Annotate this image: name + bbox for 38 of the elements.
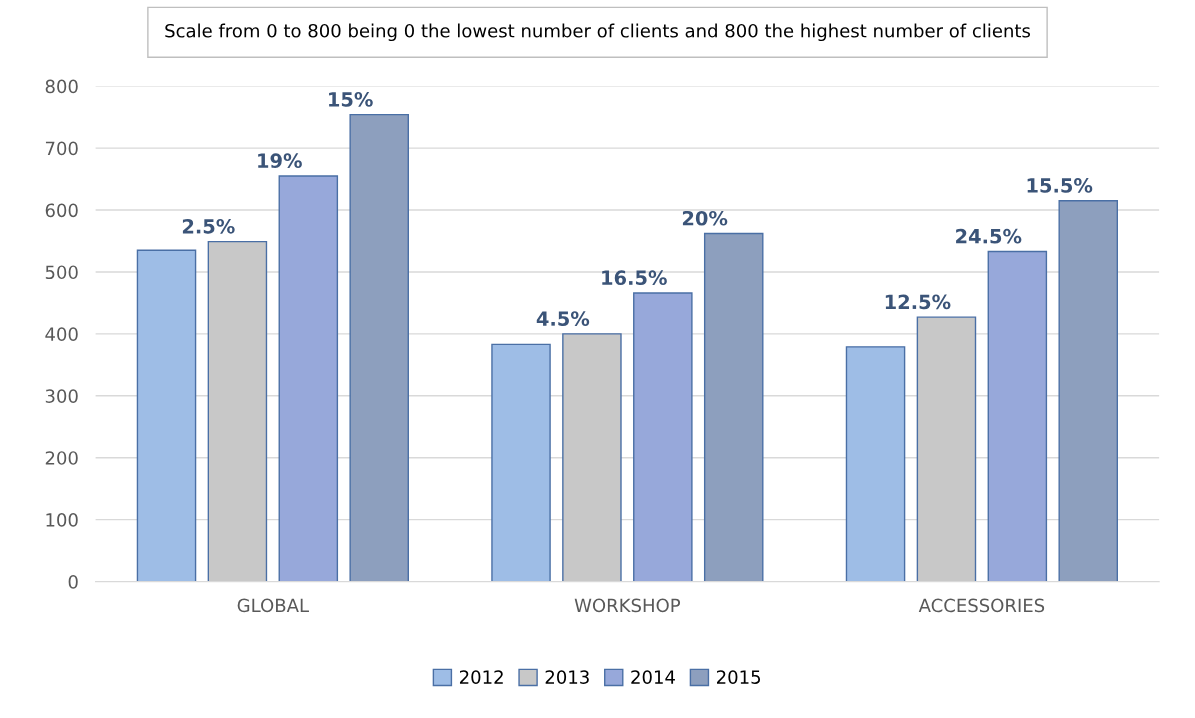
x-tick-label: ACCESSORIES: [918, 598, 1045, 613]
y-tick-label: 500: [45, 265, 78, 280]
y-tick-label: 800: [45, 79, 78, 94]
legend-label: 2013: [545, 670, 589, 684]
annotation: 2.5%: [182, 218, 235, 234]
y-tick-label: 200: [45, 451, 78, 465]
y-tick-label: 100: [46, 513, 78, 527]
bar: [207, 240, 268, 582]
annotation: 15.5%: [1027, 178, 1093, 193]
y-tick-label: 300: [45, 389, 78, 403]
annotation: 4.5%: [536, 311, 590, 326]
y-tick-label: 400: [45, 327, 78, 341]
bar: [987, 250, 1048, 582]
annotation: 15%: [329, 92, 373, 107]
y-tick-label: 700: [45, 141, 78, 156]
y-tick-label: 600: [45, 203, 78, 218]
x-tick-label: GLOBAL: [237, 598, 309, 613]
annotation: 24.5%: [956, 228, 1022, 244]
y-tick-label: 0: [68, 575, 78, 589]
bar: [349, 113, 409, 582]
annotation: 19%: [258, 153, 302, 169]
chart-title: Scale from 0 to 800 being 0 the lowest number of clients and 800 the highest number of clients: [165, 23, 1031, 42]
legend-label: 2015: [717, 670, 761, 684]
annotation: 12.5%: [885, 294, 951, 310]
bar: [1058, 200, 1119, 582]
legend-label: 2012: [459, 670, 503, 684]
bar: [845, 346, 906, 582]
bar: [703, 232, 764, 582]
bar: [633, 292, 693, 582]
bar: [491, 343, 551, 582]
annotation: 20%: [682, 210, 728, 226]
bar: [136, 249, 197, 582]
bar: [916, 316, 977, 582]
annotation: 16.5%: [602, 270, 667, 286]
x-tick-label: WORKSHOP: [574, 598, 681, 613]
bar: [278, 175, 339, 582]
bar: [562, 333, 622, 582]
legend-label: 2014: [631, 670, 675, 684]
